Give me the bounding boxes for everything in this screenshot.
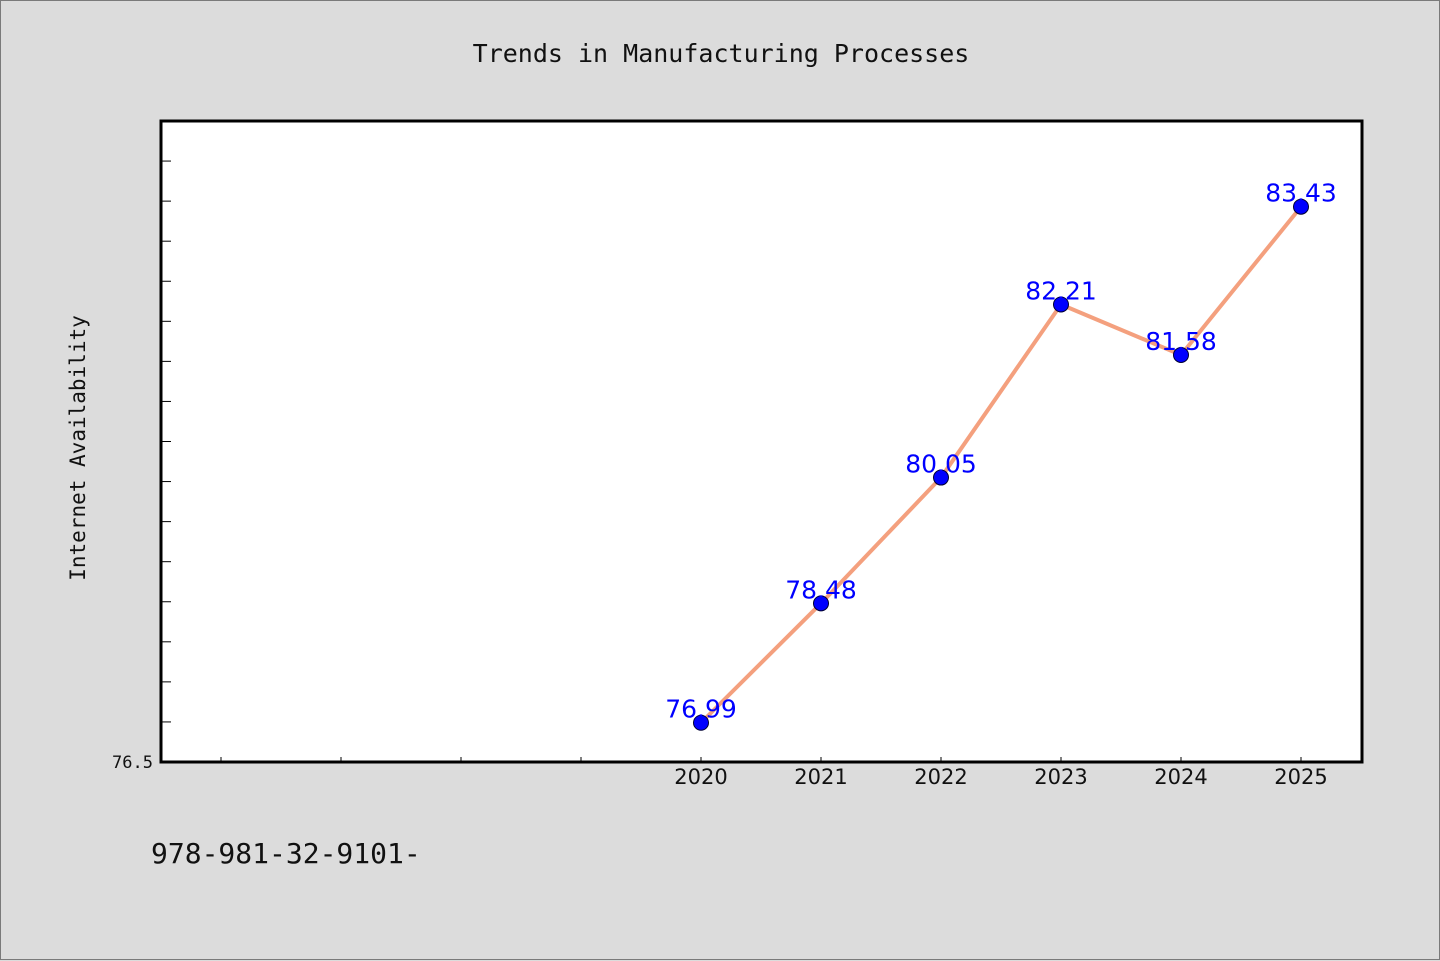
- x-tick-label: 2024: [1154, 765, 1207, 789]
- data-label: 82.21: [1025, 276, 1097, 305]
- y-tick-label: 76.5: [112, 753, 153, 773]
- series-line: [699, 204, 1303, 725]
- data-point: [693, 714, 709, 731]
- data-label: 81.58: [1145, 327, 1217, 356]
- x-axis-tick-labels: 2020 2021 2022 2023 2024 2025: [674, 765, 1327, 789]
- data-label: 80.05: [905, 450, 977, 479]
- x-tick-label: 2020: [674, 765, 727, 789]
- x-tick-label: 2025: [1274, 765, 1327, 789]
- plot-border: [159, 119, 1364, 764]
- data-label: 83.43: [1265, 179, 1337, 208]
- data-point: [1173, 346, 1189, 363]
- footnote-text: 978-981-32-9101-: [151, 837, 421, 870]
- x-tick-label: 2023: [1034, 765, 1087, 789]
- data-point: [933, 469, 949, 486]
- data-point: [1053, 296, 1069, 313]
- data-label: 76.99: [665, 695, 737, 724]
- data-point: [813, 595, 829, 612]
- x-tick-label: 2021: [794, 765, 847, 789]
- data-label: 78.48: [785, 575, 857, 604]
- y-axis-label: Internet Availability: [66, 315, 90, 581]
- x-tick-label: 2022: [914, 765, 967, 789]
- plot-area: [161, 121, 1362, 762]
- data-point: [1293, 198, 1309, 215]
- chart-title: Trends in Manufacturing Processes: [473, 39, 970, 68]
- series-group: 76.99 78.48 80.05 82.21 81.58 83.43: [665, 179, 1337, 731]
